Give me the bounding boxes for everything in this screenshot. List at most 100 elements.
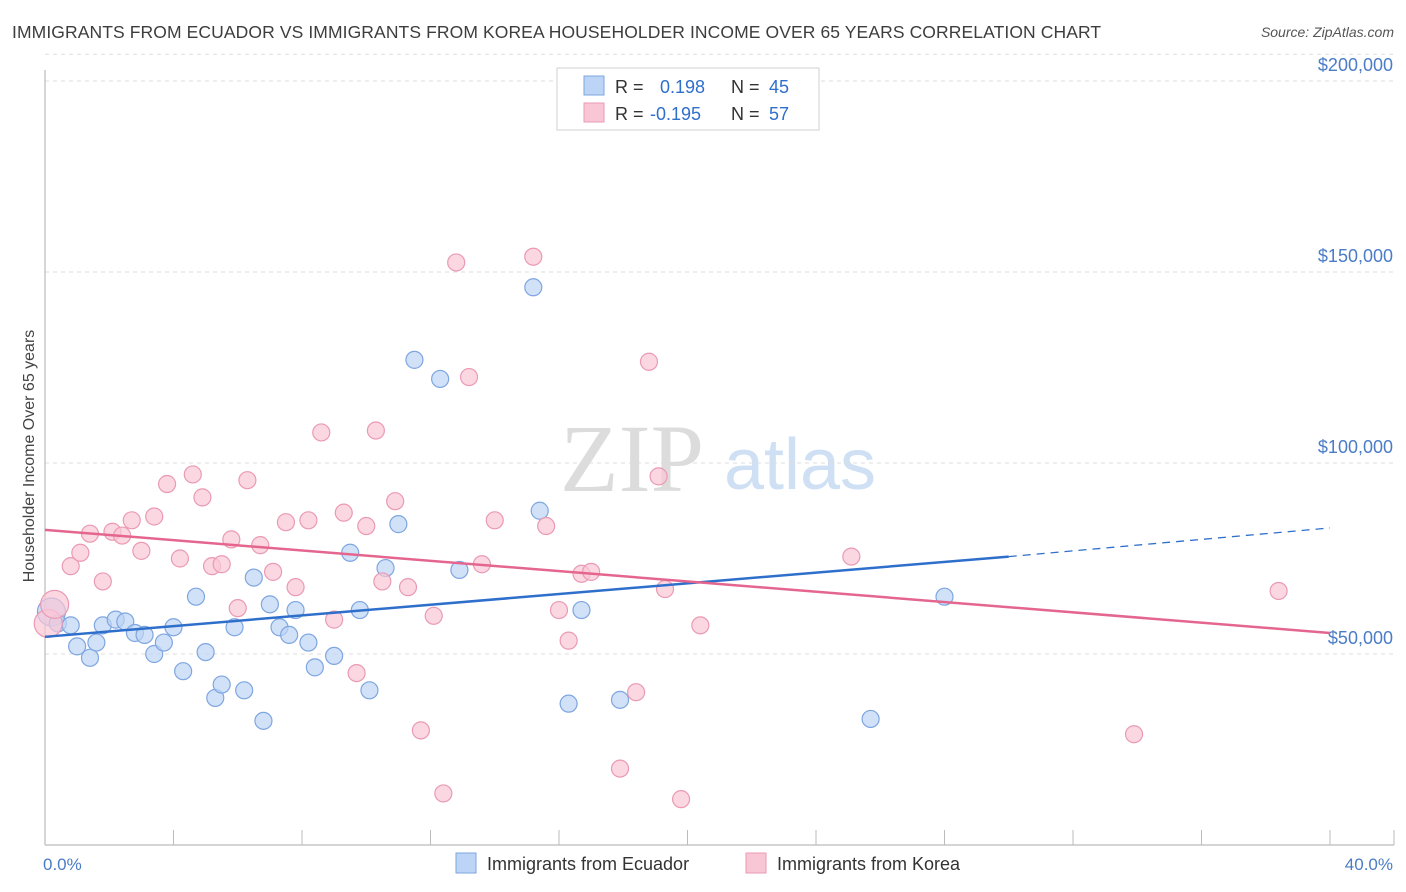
- ecuador-point-38: [524, 278, 543, 297]
- y-tick-label-2: $150,000: [1318, 246, 1393, 266]
- ecuador-point-39: [530, 501, 549, 520]
- source-credit: Source: ZipAtlas.com: [1260, 24, 1394, 40]
- ecuador-point-35: [405, 350, 424, 369]
- korea-point-43: [549, 600, 569, 620]
- ecuador-point-14: [174, 662, 193, 681]
- korea-point-44: [559, 631, 578, 650]
- korea-point-50: [649, 467, 668, 486]
- korea-point-46: [582, 562, 601, 581]
- bottom-legend: Immigrants from Ecuador Immigrants from …: [455, 852, 961, 874]
- ecuador-point-40: [559, 694, 578, 713]
- korea-point-14: [193, 488, 212, 507]
- ecuador-point-36: [431, 369, 450, 389]
- ecuador-point-15: [186, 587, 206, 606]
- korea-point-51: [655, 579, 675, 599]
- korea-point-34: [411, 721, 430, 740]
- ecuador-point-41: [572, 600, 591, 620]
- ecuador-r-value: 0.198: [660, 77, 705, 97]
- korea-point-28: [347, 663, 366, 683]
- ecuador-point-28: [305, 658, 324, 677]
- ecuador-point-18: [212, 675, 231, 694]
- ecuador-point-12: [154, 633, 173, 652]
- korea-point-49: [639, 352, 659, 371]
- korea-point-30: [366, 421, 385, 440]
- watermark-atlas: atlas: [724, 425, 876, 505]
- korea-point-3: [71, 543, 90, 562]
- ecuador-point-21: [244, 568, 263, 587]
- korea-point-2: [61, 557, 80, 576]
- korea-point-20: [251, 536, 270, 555]
- korea-point-56: [1269, 581, 1288, 601]
- korea-point-8: [122, 511, 141, 530]
- korea-point-36: [434, 784, 453, 803]
- korea-point-9: [132, 541, 151, 560]
- ecuador-point-26: [286, 600, 305, 620]
- chart-title: IMMIGRANTS FROM ECUADOR VS IMMIGRANTS FR…: [12, 22, 1102, 42]
- korea-point-29: [357, 516, 376, 536]
- korea-trend-line: [44, 528, 1331, 635]
- korea-point-55: [1124, 725, 1144, 744]
- korea-point-10: [145, 507, 164, 526]
- trend-lines: [44, 527, 1331, 639]
- korea-n-value: 57: [769, 104, 789, 124]
- korea-point-12: [170, 549, 190, 568]
- ecuador-point-20: [235, 681, 254, 700]
- ecuador-point-10: [135, 625, 154, 645]
- korea-r-label: R =: [615, 104, 644, 124]
- korea-point-18: [228, 599, 247, 618]
- korea-point-21: [263, 562, 283, 581]
- ecuador-n-label: N =: [731, 77, 760, 97]
- ecuador-n-value: 45: [769, 77, 789, 97]
- korea-point-19: [238, 471, 257, 490]
- korea-point-25: [312, 423, 331, 442]
- korea-point-52: [671, 790, 691, 809]
- korea-point-22: [276, 513, 296, 532]
- korea-point-47: [610, 759, 630, 778]
- ecuador-point-32: [360, 681, 379, 700]
- x-tick-marks: [173, 830, 1395, 845]
- korea-point-53: [691, 616, 710, 635]
- ecuador-point-23: [260, 595, 279, 614]
- y-tick-labels: $50,000 $100,000 $150,000 $200,000: [1318, 55, 1393, 648]
- x-tick-label-min: 0.0%: [43, 855, 82, 874]
- korea-point-48: [626, 683, 646, 702]
- korea-point-38: [459, 367, 479, 387]
- ecuador-trend-line: [44, 555, 1009, 639]
- ecuador-point-2: [61, 616, 80, 635]
- ecuador-point-4: [80, 648, 100, 667]
- korea-r-value: -0.195: [650, 104, 701, 124]
- ecuador-point-37: [450, 560, 469, 580]
- stats-legend: R = 0.198 N = 45 R = -0.195 N = 57: [556, 67, 820, 131]
- ecuador-point-27: [299, 633, 318, 652]
- korea-point-5: [93, 572, 112, 591]
- ecuador-point-5: [87, 633, 106, 652]
- korea-point-32: [386, 492, 405, 511]
- korea-n-label: N =: [731, 104, 760, 124]
- y-axis-label: Householder Income Over 65 years: [21, 330, 38, 583]
- ecuador-point-3: [68, 637, 87, 656]
- bottom-legend-korea-swatch: [745, 852, 767, 874]
- ecuador-point-16: [196, 642, 215, 662]
- gridlines: [45, 53, 1394, 655]
- ecuador-swatch: [583, 75, 605, 96]
- watermark-zip: ZIP: [560, 405, 704, 512]
- korea-point-54: [842, 547, 861, 566]
- ecuador-point-29: [325, 646, 344, 666]
- korea-point-23: [286, 578, 305, 597]
- bottom-legend-korea-label: Immigrants from Korea: [777, 854, 961, 874]
- ecuador-point-34: [389, 515, 408, 534]
- korea-point-35: [424, 606, 443, 625]
- korea-point-11: [157, 474, 177, 494]
- korea-point-41: [524, 247, 543, 266]
- ecuador-point-43: [861, 709, 880, 729]
- ecuador-point-25: [280, 625, 299, 645]
- korea-point-42: [537, 516, 556, 536]
- korea-point-26: [325, 610, 344, 629]
- x-tick-label-max: 40.0%: [1345, 855, 1393, 874]
- bottom-legend-ecuador-swatch: [455, 852, 477, 874]
- ecuador-point-19: [225, 618, 244, 637]
- korea-point-37: [447, 253, 466, 272]
- korea-point-27: [334, 503, 353, 522]
- bottom-legend-ecuador-label: Immigrants from Ecuador: [487, 854, 689, 874]
